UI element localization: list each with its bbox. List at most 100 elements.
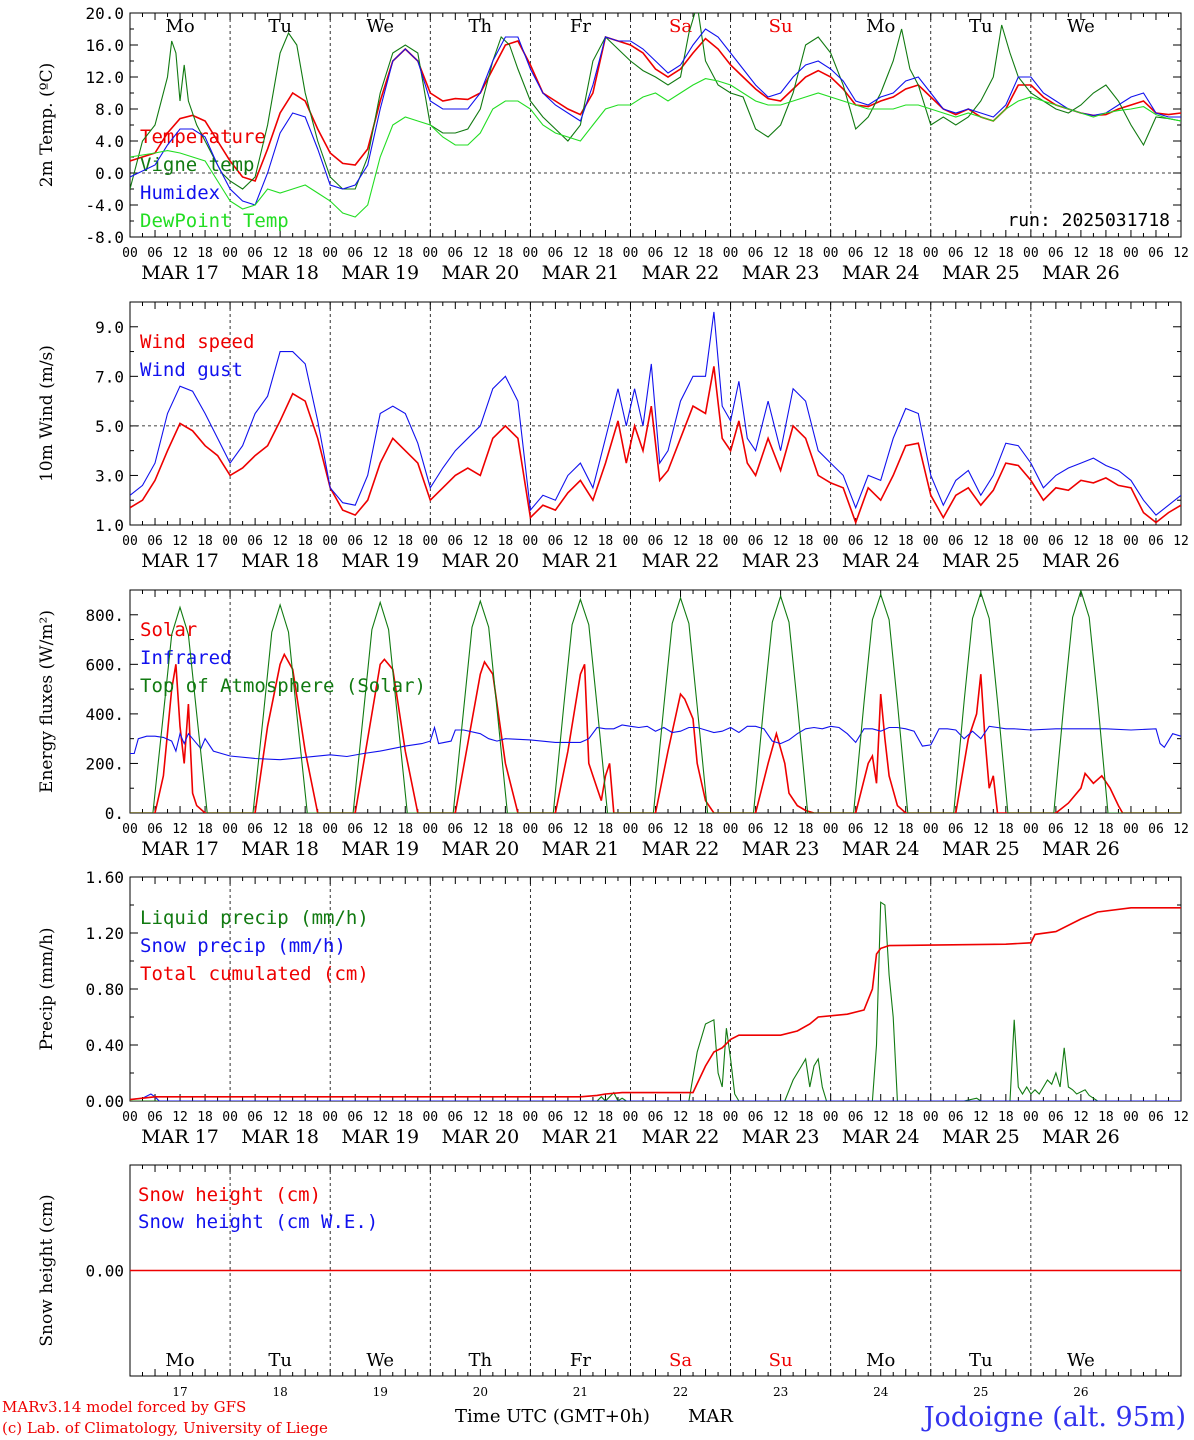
hour-tick-label: 18 xyxy=(1098,534,1114,549)
plot-frame xyxy=(129,12,1182,238)
date-label: MAR 24 xyxy=(842,262,920,284)
hour-tick-label: 00 xyxy=(523,822,539,837)
y-tick-label: 7.0 xyxy=(95,367,124,386)
date-label: MAR 24 xyxy=(842,1126,920,1148)
legend-entry: Solar xyxy=(140,619,197,641)
hour-tick-label: 12 xyxy=(973,822,989,837)
hour-tick-label: 06 xyxy=(848,246,864,261)
hour-tick-label: 18 xyxy=(698,534,714,549)
hour-tick-label: 00 xyxy=(523,246,539,261)
hour-tick-label: 00 xyxy=(422,822,438,837)
date-label: MAR 19 xyxy=(341,838,419,860)
hour-tick-label: 18 xyxy=(397,822,413,837)
hour-tick-label: 18 xyxy=(898,534,914,549)
hour-tick-label: 18 xyxy=(1098,1110,1114,1125)
y-tick-label: 0.00 xyxy=(85,1262,124,1281)
hour-tick-label: 06 xyxy=(848,1110,864,1125)
hour-tick-label: 18 xyxy=(397,1110,413,1125)
y-tick-label: 200. xyxy=(85,754,124,773)
y-tick-label: 20.0 xyxy=(85,4,124,23)
date-label: MAR 17 xyxy=(141,262,219,284)
hour-tick-label: 00 xyxy=(322,1110,338,1125)
weekday-label: Mo xyxy=(866,1350,895,1371)
y-tick-label: 9.0 xyxy=(95,318,124,337)
hour-tick-label: 12 xyxy=(573,246,589,261)
weekday-label: Tu xyxy=(268,16,292,37)
hour-tick-label: 00 xyxy=(1023,534,1039,549)
hour-tick-label: 18 xyxy=(998,1110,1014,1125)
weekday-label: Mo xyxy=(165,16,194,37)
hour-tick-label: 00 xyxy=(923,1110,939,1125)
date-label: MAR 24 xyxy=(842,838,920,860)
hour-tick-label: 18 xyxy=(498,534,514,549)
weekday-label: Th xyxy=(469,16,493,37)
date-label: MAR 25 xyxy=(942,838,1020,860)
hour-tick-label: 18 xyxy=(798,822,814,837)
hour-tick-label: 18 xyxy=(197,1110,213,1125)
hour-tick-label: 12 xyxy=(473,246,489,261)
hour-tick-label: 06 xyxy=(147,1110,163,1125)
y-tick-label: 600. xyxy=(85,655,124,674)
series-line xyxy=(130,652,1181,813)
hour-tick-label: 18 xyxy=(598,822,614,837)
hour-tick-label: 12 xyxy=(473,822,489,837)
y-tick-label: 5.0 xyxy=(95,417,124,436)
hour-tick-label: 18 xyxy=(598,1110,614,1125)
legend-entry: Snow height (cm) xyxy=(138,1184,321,1206)
y-axis-label: Snow height (cm) xyxy=(37,1194,57,1346)
hour-tick-label: 12 xyxy=(973,246,989,261)
hour-tick-label: 00 xyxy=(623,1110,639,1125)
y-tick-label: 16.0 xyxy=(85,36,124,55)
hour-tick-label: 18 xyxy=(998,246,1014,261)
y-tick-label: 1.20 xyxy=(85,924,124,943)
hour-tick-label: 00 xyxy=(1023,246,1039,261)
hour-tick-label: 18 xyxy=(598,534,614,549)
weekday-label: We xyxy=(1067,1350,1095,1371)
hour-tick-label: 12 xyxy=(1073,822,1089,837)
hour-tick-label: 12 xyxy=(172,1110,188,1125)
hour-tick-label: 00 xyxy=(222,1110,238,1125)
hour-tick-label: 00 xyxy=(723,1110,739,1125)
station-label: Jodoigne (alt. 95m) xyxy=(923,1402,1186,1433)
day-number-label: 17 xyxy=(172,1385,187,1399)
hour-tick-label: 12 xyxy=(873,534,889,549)
series-line xyxy=(130,311,1181,516)
y-tick-label: 800. xyxy=(85,606,124,625)
date-label: MAR 20 xyxy=(441,1126,519,1148)
hour-tick-label: 00 xyxy=(122,246,138,261)
hour-tick-label: 00 xyxy=(623,246,639,261)
hour-tick-label: 18 xyxy=(1098,246,1114,261)
y-tick-label: 1.0 xyxy=(95,516,124,535)
hour-tick-label: 18 xyxy=(898,822,914,837)
date-label: MAR 21 xyxy=(542,1126,620,1148)
hour-tick-label: 18 xyxy=(197,534,213,549)
hour-tick-label: 12 xyxy=(473,534,489,549)
hour-tick-label: 18 xyxy=(1098,822,1114,837)
legend-entry: Humidex xyxy=(140,182,220,204)
hour-tick-label: 00 xyxy=(623,822,639,837)
hour-tick-label: 00 xyxy=(422,534,438,549)
lab-credit: (c) Lab. of Climatology, University of L… xyxy=(2,1419,328,1437)
date-label: MAR 19 xyxy=(341,550,419,572)
hour-tick-label: 06 xyxy=(748,1110,764,1125)
y-tick-label: 0.00 xyxy=(85,1092,124,1111)
hour-tick-label: 00 xyxy=(723,534,739,549)
legend-entry: Snow precip (mm/h) xyxy=(140,935,346,957)
hour-tick-label: 12 xyxy=(573,1110,589,1125)
hour-tick-label: 06 xyxy=(948,822,964,837)
hour-tick-label: 06 xyxy=(147,246,163,261)
hour-tick-label: 06 xyxy=(1148,246,1164,261)
hour-tick-label: 06 xyxy=(447,246,463,261)
date-label: MAR 26 xyxy=(1042,550,1120,572)
weekday-label: Sa xyxy=(669,16,692,37)
date-label: MAR 25 xyxy=(942,1126,1020,1148)
run-label: run: 2025031718 xyxy=(1007,210,1170,231)
series-line xyxy=(130,35,1181,182)
hour-tick-label: 12 xyxy=(673,246,689,261)
hour-tick-label: 18 xyxy=(798,246,814,261)
hour-tick-label: 00 xyxy=(122,822,138,837)
date-label: MAR 18 xyxy=(241,550,319,572)
hour-tick-label: 00 xyxy=(623,534,639,549)
date-label: MAR 18 xyxy=(241,1126,319,1148)
date-label: MAR 25 xyxy=(942,262,1020,284)
